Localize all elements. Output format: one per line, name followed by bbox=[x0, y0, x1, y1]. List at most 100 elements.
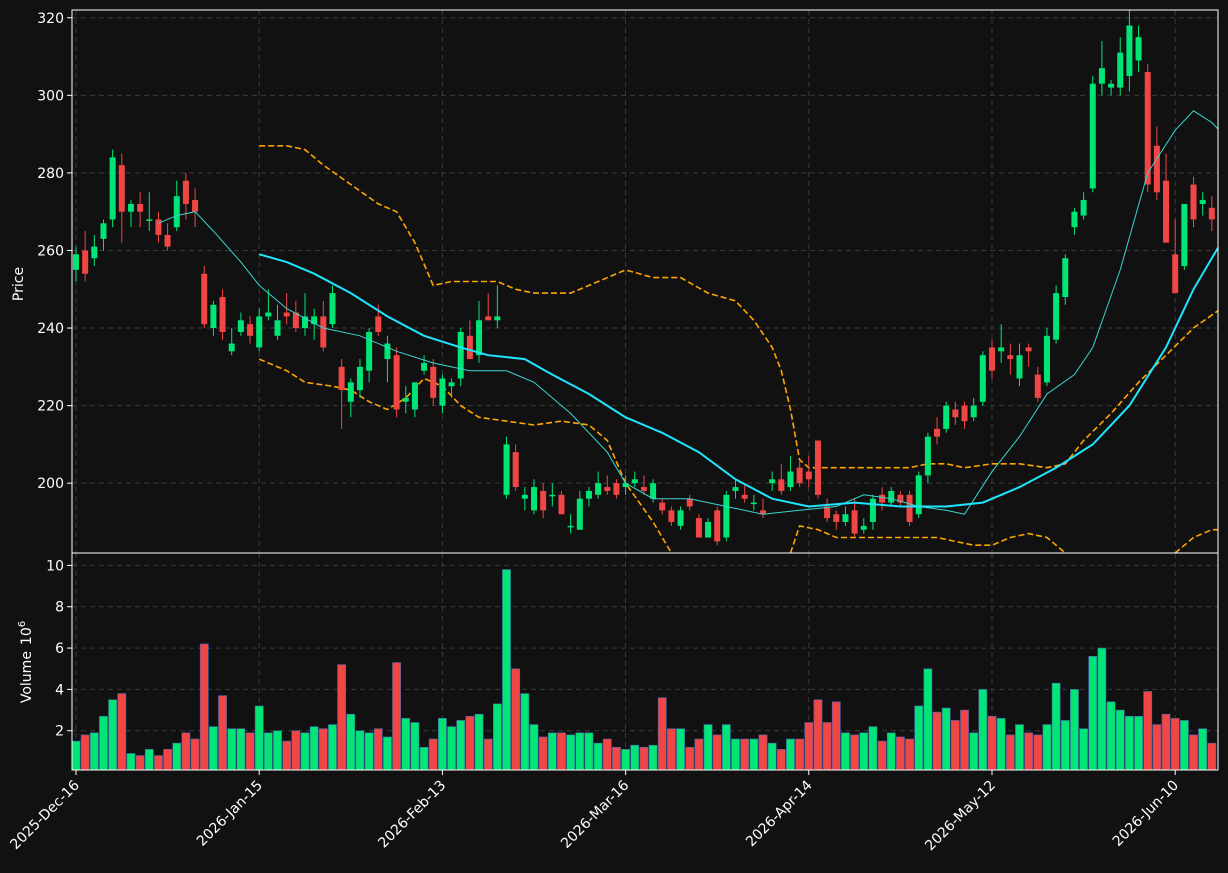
volume-bar bbox=[126, 753, 136, 770]
volume-bar bbox=[1051, 682, 1061, 770]
volume-bar bbox=[1060, 720, 1070, 770]
candle-body bbox=[741, 494, 748, 499]
candle-body bbox=[1053, 293, 1060, 340]
candle-body bbox=[402, 397, 409, 402]
candle-body bbox=[531, 487, 537, 511]
volume-bar bbox=[795, 738, 805, 770]
volume-bar bbox=[950, 720, 960, 770]
volume-axis-label-exponent: 6 bbox=[17, 621, 28, 627]
candle-body bbox=[604, 487, 611, 491]
volume-bar bbox=[529, 724, 539, 770]
volume-bar bbox=[923, 668, 933, 770]
volume-bar bbox=[465, 715, 475, 770]
volume-bar bbox=[401, 718, 411, 770]
volume-bar bbox=[474, 713, 484, 770]
candle-body bbox=[503, 444, 510, 495]
candle-body bbox=[1025, 347, 1032, 352]
volume-bar bbox=[227, 728, 237, 770]
candle-body bbox=[256, 316, 263, 348]
candle-body bbox=[1172, 254, 1179, 294]
volume-bar bbox=[639, 746, 649, 770]
slow-moving-average-line bbox=[258, 245, 1218, 508]
volume-bar bbox=[1170, 718, 1180, 770]
volume-bar bbox=[199, 643, 209, 770]
volume-bar bbox=[694, 738, 704, 770]
volume-bar bbox=[154, 755, 163, 770]
candle-body bbox=[1043, 335, 1050, 383]
volume-bar bbox=[987, 715, 997, 770]
volume-bar bbox=[1097, 647, 1107, 770]
candle-body bbox=[164, 234, 171, 247]
volume-bar bbox=[1115, 709, 1125, 770]
volume-bar bbox=[117, 693, 127, 770]
volume-bar bbox=[80, 734, 90, 770]
candle-body bbox=[1208, 207, 1215, 220]
volume-bar bbox=[703, 724, 713, 770]
candle-body bbox=[1135, 37, 1142, 61]
volume-bar bbox=[969, 732, 979, 770]
candle-body bbox=[1098, 68, 1105, 84]
volume-bar bbox=[346, 713, 356, 770]
candle-body bbox=[677, 510, 684, 526]
volume-bar bbox=[557, 732, 566, 770]
candle-body bbox=[778, 479, 785, 491]
volume-tick-label: 2 bbox=[55, 724, 64, 740]
volume-bar bbox=[621, 749, 630, 770]
volume-bar bbox=[841, 732, 850, 770]
volume-bar bbox=[1042, 724, 1052, 770]
volume-bar bbox=[786, 738, 795, 770]
candle-body bbox=[100, 223, 107, 239]
volume-bar bbox=[419, 746, 429, 770]
candle-body bbox=[1080, 200, 1087, 216]
candle-body bbox=[1199, 200, 1206, 204]
volume-bar bbox=[1088, 656, 1098, 770]
volume-bar bbox=[291, 730, 301, 770]
volume-bar bbox=[914, 705, 924, 770]
volume-bar bbox=[483, 738, 493, 770]
volume-bar bbox=[511, 668, 521, 770]
volume-bar bbox=[721, 724, 731, 770]
volume-bar bbox=[181, 732, 191, 770]
volume-bar bbox=[612, 746, 621, 770]
price-tick-label: 320 bbox=[37, 11, 64, 27]
volume-bar bbox=[99, 715, 108, 770]
candle-body bbox=[695, 518, 702, 538]
fast-moving-average-line bbox=[158, 110, 1218, 515]
candle-body bbox=[989, 347, 995, 371]
volume-axis-label: Volume 106 bbox=[17, 621, 35, 703]
volume-bar bbox=[978, 689, 988, 770]
candle-body bbox=[219, 297, 226, 332]
volume-bar bbox=[758, 734, 768, 770]
volume-bar bbox=[566, 734, 576, 770]
candle-body bbox=[869, 498, 876, 522]
candle-body bbox=[769, 479, 776, 484]
volume-bar bbox=[850, 734, 859, 770]
candle-body bbox=[421, 362, 428, 371]
volume-tick-label: 4 bbox=[55, 682, 64, 698]
volume-bar bbox=[392, 662, 401, 770]
candle-body bbox=[1062, 258, 1069, 298]
candle-body bbox=[274, 320, 281, 336]
candle-body bbox=[613, 483, 620, 495]
volume-bar bbox=[1079, 728, 1088, 770]
volume-bar bbox=[300, 732, 310, 770]
candle-body bbox=[146, 219, 153, 221]
volume-bar bbox=[447, 726, 456, 770]
volume-bar bbox=[831, 701, 841, 770]
volume-bar bbox=[1033, 734, 1043, 770]
candle-body bbox=[705, 521, 712, 538]
candle-body bbox=[961, 405, 968, 422]
candle-body bbox=[1190, 184, 1197, 220]
volume-bar bbox=[630, 744, 640, 770]
volume-bar bbox=[648, 744, 658, 770]
volume-bar bbox=[740, 738, 750, 770]
volume-bar bbox=[1198, 728, 1208, 770]
volume-bar bbox=[163, 749, 172, 770]
volume-bar bbox=[263, 732, 273, 770]
volume-bar bbox=[712, 734, 722, 770]
candle-body bbox=[320, 316, 327, 348]
volume-bar bbox=[1005, 734, 1015, 770]
candle-body bbox=[558, 494, 565, 515]
candle-body bbox=[906, 494, 913, 522]
